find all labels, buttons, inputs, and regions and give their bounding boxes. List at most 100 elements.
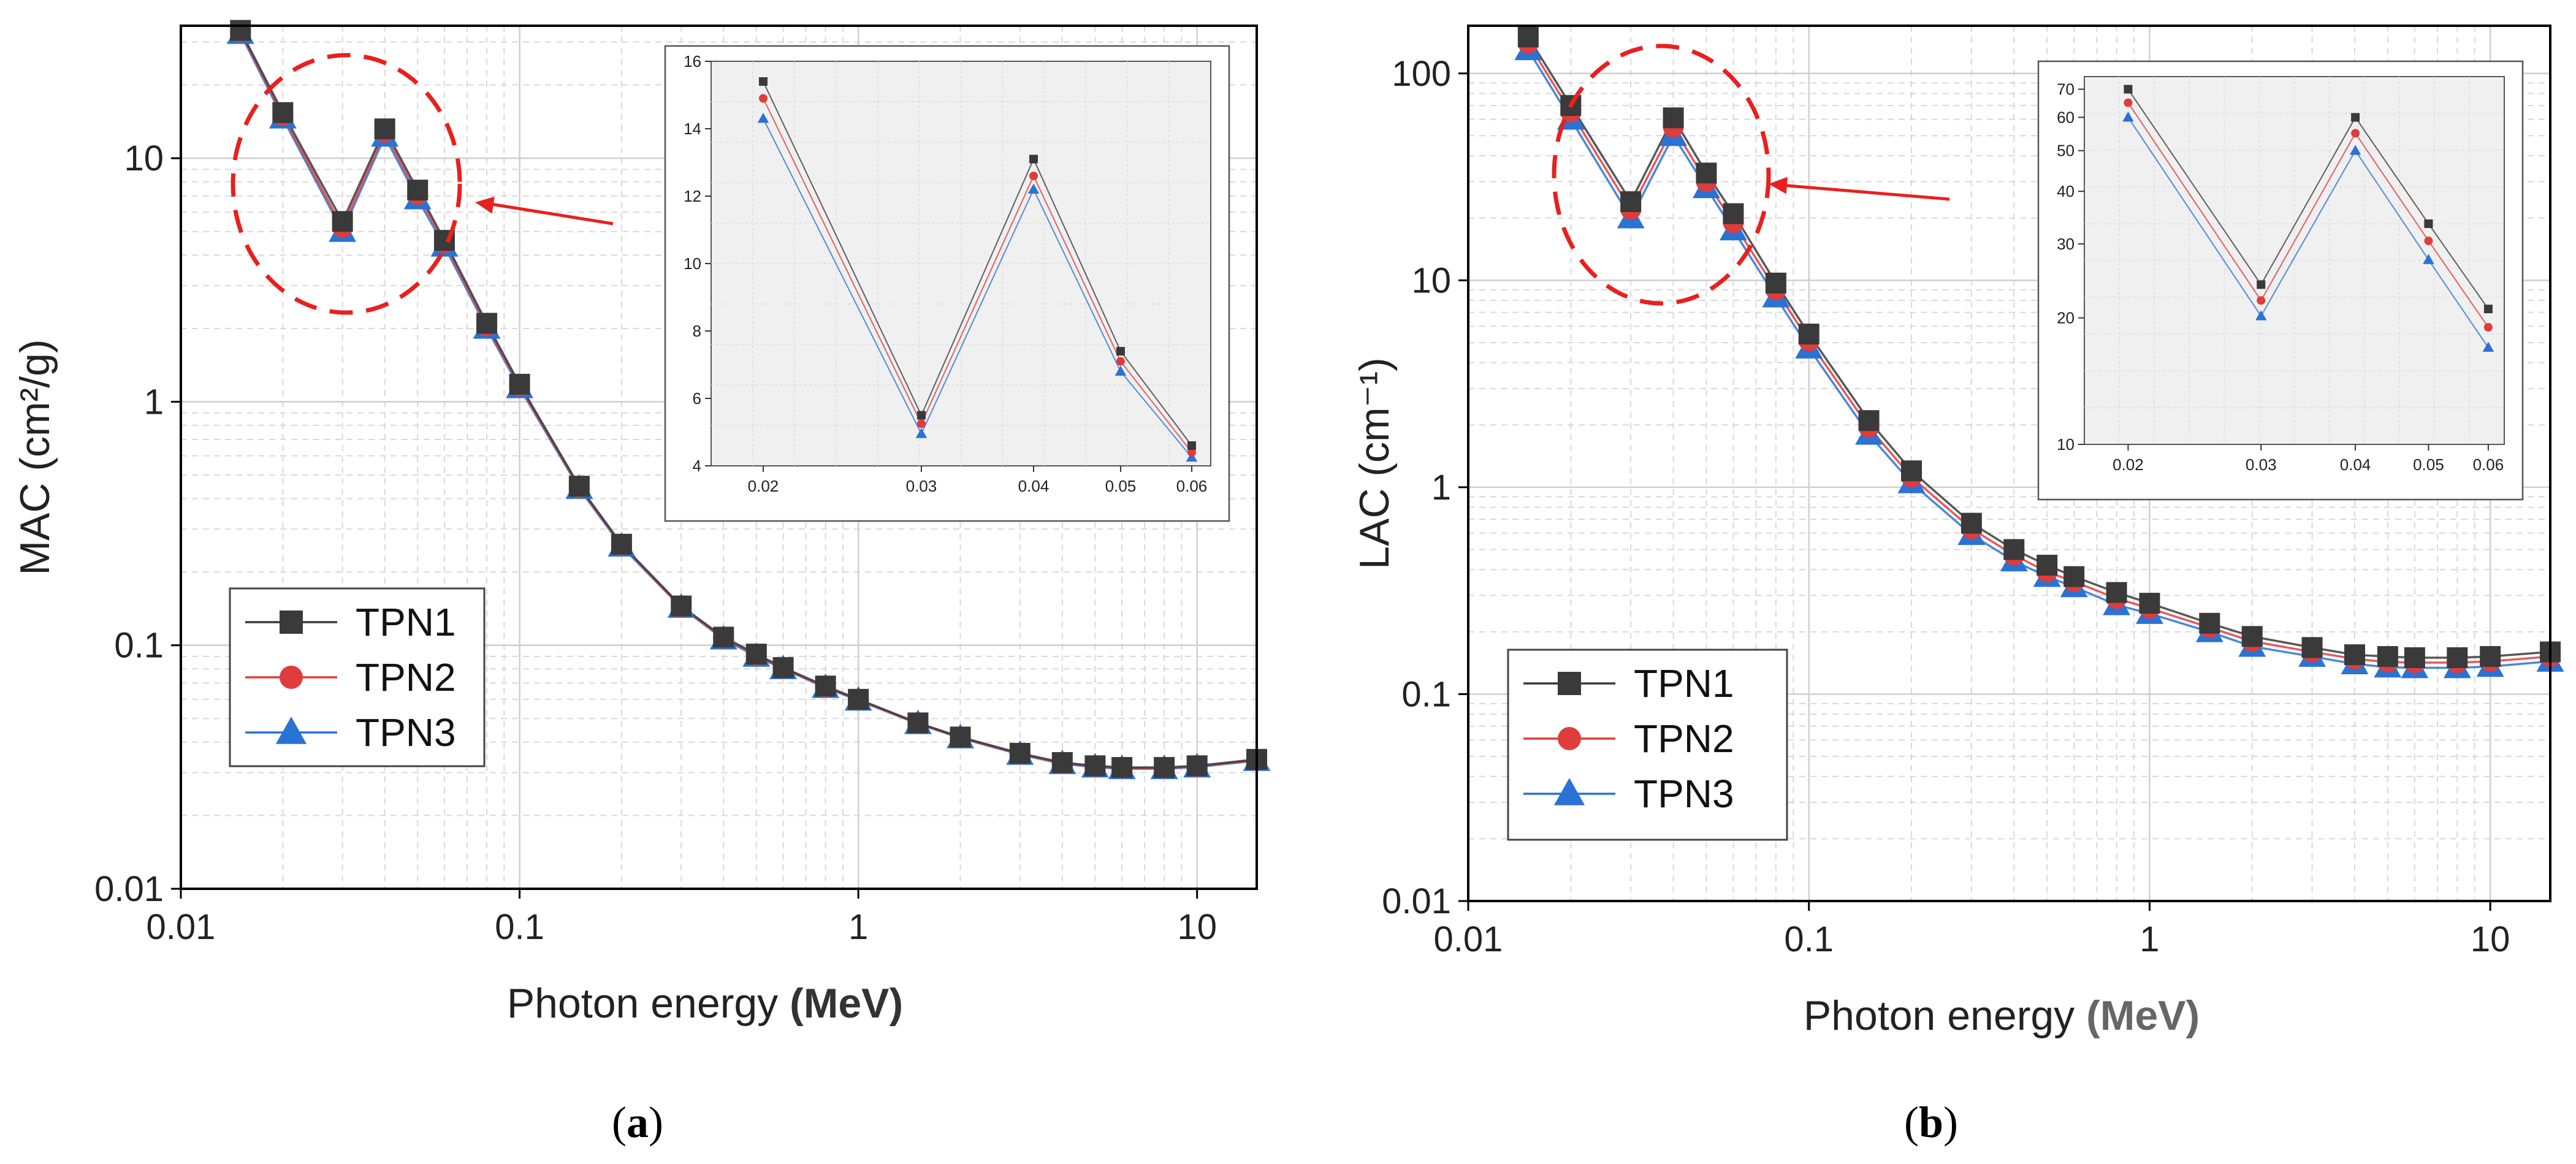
inset-data-point-tpn2 [916, 419, 926, 428]
inset-data-point-tpn1 [2483, 305, 2493, 314]
inset-x-tick-label: 0.06 [1176, 477, 1208, 495]
series-markers-tpn1 [1517, 26, 2561, 669]
data-point-tpn1 [1051, 752, 1073, 774]
inset-data-point-tpn1 [1187, 441, 1196, 450]
data-point-tpn1 [2480, 646, 2501, 668]
inset-y-tick-label: 10 [684, 254, 701, 273]
x-tick-label: 10 [2471, 919, 2510, 959]
legend-marker-tpn2 [280, 666, 303, 689]
data-point-tpn1 [848, 688, 869, 710]
data-point-tpn1 [1961, 512, 1982, 534]
inset-data-point-tpn3 [757, 112, 769, 123]
inset-y-tick-label: 12 [684, 187, 701, 205]
x-tick-label: 0.1 [1784, 919, 1834, 959]
inset-x-tick-label: 0.03 [906, 477, 937, 495]
inset-x-tick-label: 0.02 [748, 477, 779, 495]
legend-label-tpn1: TPN1 [356, 600, 456, 644]
data-point-tpn1 [2241, 626, 2263, 647]
inset-data-point-tpn3 [915, 428, 928, 438]
inset-data-point-tpn3 [2349, 145, 2361, 155]
y-tick-label: 0.1 [114, 626, 164, 666]
data-point-tpn1 [907, 712, 929, 734]
legend-label-tpn2: TPN2 [1634, 717, 1734, 761]
inset-x-tick-label: 0.05 [1105, 477, 1137, 495]
annotation-arrow-line [1780, 183, 1950, 201]
data-point-tpn1 [1901, 460, 1922, 482]
inset-y-tick-label: 8 [693, 322, 701, 340]
x-axis-title-main: Photon energy [507, 980, 790, 1027]
inset-x-tick-label: 0.06 [2473, 455, 2504, 474]
inset-y-tick-label: 16 [684, 52, 701, 70]
y-tick-label: 1 [1431, 468, 1451, 508]
data-point-tpn1 [2404, 647, 2425, 669]
legend-label-tpn3: TPN3 [1634, 772, 1734, 816]
legend-marker-tpn3 [1553, 778, 1585, 805]
data-point-tpn1 [2377, 646, 2398, 668]
data-point-tpn1 [2447, 647, 2468, 669]
data-point-tpn1 [950, 726, 971, 748]
y-axis-title: MAC (cm²/g) [12, 339, 58, 575]
inset-data-point-tpn1 [2351, 113, 2360, 122]
inset-y-tick-label: 6 [693, 389, 701, 408]
data-point-tpn1 [272, 102, 294, 123]
data-point-tpn1 [1798, 323, 1820, 344]
y-tick-label: 1 [144, 382, 164, 422]
data-point-tpn1 [374, 118, 395, 140]
panel-label-letter: b [1919, 1098, 1943, 1147]
data-point-tpn1 [2139, 593, 2160, 614]
plot-frame [180, 25, 1258, 890]
inset-chart: 4 6 8 10 12 14 16 0.02 0.03 0.04 0.05 0.06 [664, 45, 1230, 522]
data-point-tpn1 [509, 373, 530, 395]
inset-data-point-tpn2 [2424, 236, 2433, 245]
inset-data-point-tpn1 [2424, 219, 2433, 228]
x-tick-label: 1 [848, 907, 868, 947]
data-point-tpn1 [815, 675, 836, 697]
inset-y-tick-label: 60 [2057, 108, 2075, 126]
inset-data-point-tpn2 [2257, 296, 2266, 305]
inset-y-tick-label: 14 [684, 120, 701, 138]
inset-data-point-tpn3 [2423, 254, 2434, 264]
legend-marker-tpn1 [1558, 672, 1581, 695]
legend-label-tpn2: TPN2 [356, 655, 456, 699]
x-axis-title: Photon energy (MeV) [1804, 992, 2200, 1039]
inset-data-point-tpn1 [2257, 280, 2266, 289]
y-axis-title: LAC (cm⁻¹) [1351, 357, 1398, 569]
data-point-tpn1 [1620, 191, 1642, 213]
data-point-tpn1 [1186, 755, 1208, 777]
legend: TPN1 TPN2 TPN3 [229, 587, 486, 767]
data-point-tpn1 [611, 533, 632, 555]
data-point-tpn1 [1111, 757, 1133, 778]
inset-y-tick-label: 10 [2057, 435, 2075, 454]
inset-data-point-tpn2 [2483, 322, 2493, 332]
data-point-tpn1 [2344, 644, 2366, 666]
panel-label-open: ( [612, 1098, 627, 1147]
inset-data-point-tpn3 [2482, 341, 2494, 352]
inset-data-point-tpn3 [1027, 183, 1040, 194]
x-axis-title-unit: (MeV) [2086, 992, 2200, 1039]
inset-chart: 10 20 30 40 50 60 70 0.02 0.03 0.04 0.05 0.06 [2037, 60, 2524, 501]
inset-data-point-tpn1 [2124, 85, 2133, 94]
annotation-arrow-head [475, 196, 495, 214]
data-point-tpn1 [407, 180, 429, 201]
legend-label-tpn3: TPN3 [356, 710, 456, 755]
panel-label-letter: a [627, 1098, 649, 1147]
data-point-tpn1 [745, 644, 767, 665]
data-point-tpn1 [476, 313, 498, 334]
inset-data-point-tpn1 [916, 411, 926, 420]
data-point-tpn1 [2199, 612, 2220, 634]
data-point-tpn1 [2301, 637, 2323, 658]
y-tick-label: 0.01 [94, 869, 164, 909]
y-tick-label: 100 [1392, 54, 1451, 94]
panel-a-mac-chart: 0.01 0.1 1 10 0.01 0.1 1 10 Photon energy (MeV) M… [12, 19, 1271, 1147]
inset-x-tick-label: 0.02 [2113, 455, 2144, 474]
inset-data-point-tpn3 [2122, 111, 2134, 122]
inset-y-tick-label: 50 [2057, 142, 2075, 160]
inset-data-point-tpn1 [1116, 347, 1125, 356]
inset-y-tick-label: 40 [2057, 182, 2075, 200]
panel-label: (a) [612, 1098, 663, 1147]
y-tick-label: 10 [124, 139, 164, 178]
inset-data-point-tpn2 [1116, 357, 1125, 366]
inset-data-point-tpn2 [1187, 448, 1196, 457]
inset-data-point-tpn1 [1029, 154, 1038, 164]
